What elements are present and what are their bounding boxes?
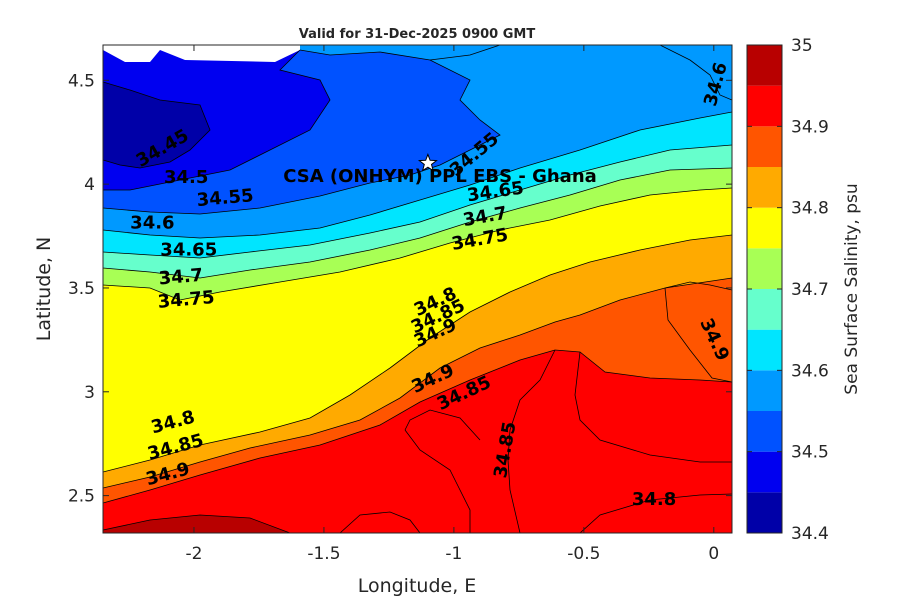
colorbar-tick-label: 35 (791, 36, 813, 56)
contour-lines (103, 45, 732, 533)
contour-label: 34.65 (160, 240, 217, 261)
station-star-icon (417, 152, 438, 172)
x-tick-label: -2 (185, 544, 202, 564)
chart-title: Valid for 31-Dec-2025 0900 GMT (299, 27, 536, 42)
station-star-shape (417, 152, 438, 172)
plot-frame (102, 44, 733, 534)
colorbar-label: Sea Surface Salinity, psu (842, 183, 862, 394)
colorbar-swatch (747, 248, 782, 289)
colorbar-frame (746, 44, 783, 534)
colorbar-swatch (747, 167, 782, 208)
colorbar-swatch (747, 45, 782, 86)
colorbar-swatch (747, 207, 782, 249)
colorbar-swatch (747, 451, 782, 493)
band-34.4-34.45 (103, 82, 210, 168)
contour-label: 34.6 (130, 213, 174, 234)
contour-label: 34.8 (632, 489, 676, 510)
colorbar-tick-label: 34.9 (791, 117, 829, 137)
y-axis: 2.5 3 3.5 4 4.5 (68, 71, 732, 507)
contour-field: 34.4534.534.5534.634.6534.734.7534.5534.… (103, 45, 732, 533)
station-label: CSA (ONHYM) PPL EBS - Ghana (283, 166, 597, 187)
y-axis-label: Latitude, N (33, 237, 55, 342)
colorbar (747, 45, 782, 533)
y-tick-label: 3 (84, 383, 95, 403)
colorbar-tick-label: 34.4 (791, 524, 829, 544)
land-mask (103, 45, 300, 62)
colorbar-tick-label: 34.6 (791, 361, 829, 381)
contour-label: 34.55 (196, 185, 255, 211)
x-tick-label: -0.5 (567, 544, 600, 564)
y-tick-label: 4 (84, 175, 95, 195)
contour-label: 34.75 (157, 287, 216, 313)
colorbar-swatch (747, 492, 782, 533)
colorbar-swatch (747, 370, 782, 411)
colorbar-tick-label: 34.5 (791, 443, 829, 463)
colorbar-tick-label: 34.8 (791, 199, 829, 219)
colorbar-swatch (747, 126, 782, 167)
colorbar-swatch (747, 411, 782, 452)
colorbar-ticks: 34.4 34.5 34.6 34.7 34.8 34.9 35 (747, 36, 829, 544)
colorbar-swatch (747, 289, 782, 330)
colorbar-swatch (747, 85, 782, 127)
y-tick-label: 3.5 (68, 279, 95, 299)
x-tick-label: 0 (708, 544, 719, 564)
y-tick-label: 2.5 (68, 487, 95, 507)
band-34.5-34.55 (103, 50, 500, 533)
contour-label: 34.7 (158, 265, 204, 290)
y-tick-label: 4.5 (68, 71, 95, 91)
contour-label: 34.5 (164, 167, 208, 188)
x-tick-label: -1 (445, 544, 462, 564)
colorbar-swatch (747, 329, 782, 371)
x-tick-label: -1.5 (307, 544, 340, 564)
x-axis: -2 -1.5 -1 -0.5 0 (185, 45, 719, 564)
colorbar-tick-label: 34.7 (791, 280, 829, 300)
x-axis-label: Longitude, E (358, 575, 477, 597)
